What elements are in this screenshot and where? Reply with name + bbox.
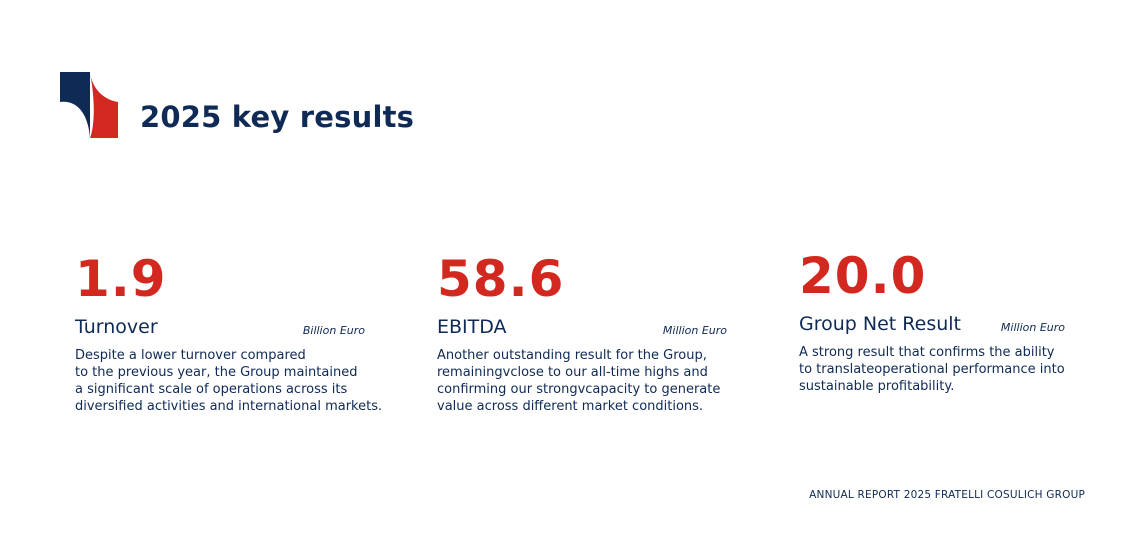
kpi-value: 1.9 xyxy=(75,250,167,308)
description-line: Despite a lower turnover compared xyxy=(75,348,306,363)
description-line: remainingvclose to our all-time highs an… xyxy=(437,365,708,380)
description-line: A strong result that confirms the abilit… xyxy=(799,345,1055,360)
kpi-unit: Million Euro xyxy=(662,324,727,337)
kpi-label: Turnover xyxy=(75,316,158,338)
kpi-unit: Billion Euro xyxy=(302,324,365,337)
kpi-card: 58.6 EBITDA Million Euro Another outstandin… xyxy=(437,250,727,430)
description-line: to the previous year, the Group maintain… xyxy=(75,365,358,380)
description-line: sustainable profitability. xyxy=(799,379,955,394)
kpi-unit: Million Euro xyxy=(1000,321,1065,334)
kpi-label: Group Net Result xyxy=(799,313,961,335)
footer: ANNUAL REPORT 2025 FRATELLI COSULICH GRO… xyxy=(809,489,1085,501)
kpi-description: Despite a lower turnover compared to the … xyxy=(75,347,382,415)
kpi-description: Another outstanding result for the Group… xyxy=(437,347,720,415)
description-line: Another outstanding result for the Group… xyxy=(437,348,707,363)
kpi-value: 58.6 xyxy=(437,250,565,308)
kpi-value: 20.0 xyxy=(799,247,927,305)
kpi-description: A strong result that confirms the abilit… xyxy=(799,344,1065,395)
kpi-label: EBITDA xyxy=(437,316,507,338)
kpi-card: 20.0 Group Net Result Million Euro A strong… xyxy=(799,247,1089,427)
description-line: a significant scale of operations across… xyxy=(75,382,348,397)
kpi-card: 1.9 Turnover Billion Euro Despite a lower t… xyxy=(75,250,382,430)
title: 2025 key results xyxy=(140,100,415,134)
description-line: value across different market conditions… xyxy=(437,399,704,414)
description-line: to translateoperational performance into xyxy=(799,362,1065,377)
logo xyxy=(60,72,118,138)
description-line: diversified activities and international… xyxy=(75,399,383,414)
description-line: confirming our strongvcapacity to genera… xyxy=(437,382,721,397)
